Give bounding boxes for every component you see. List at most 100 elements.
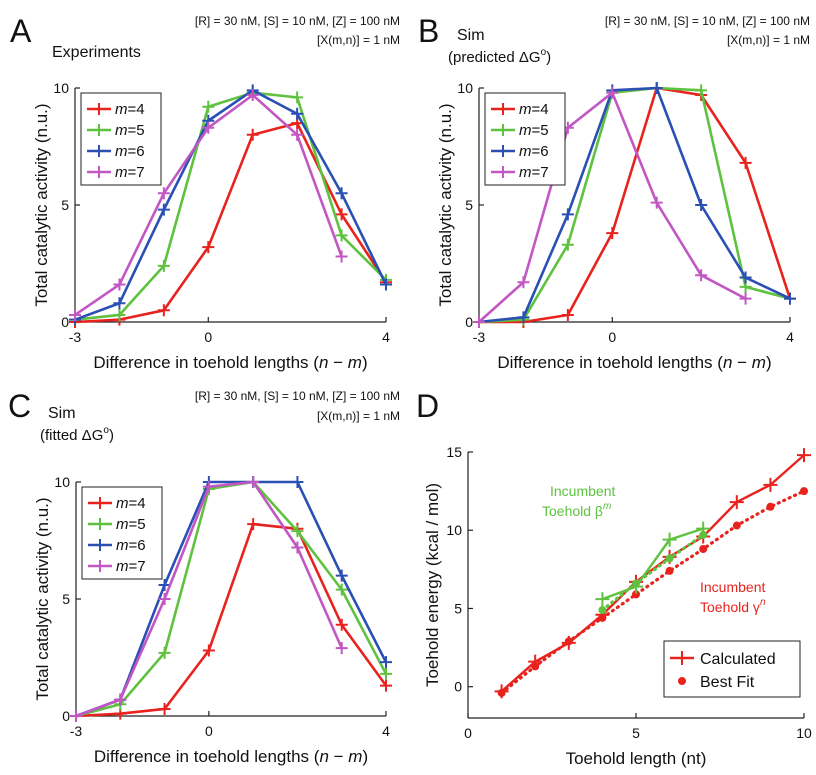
panel-a-legend-label-1: m=5 — [115, 122, 145, 139]
panel-c-series-1-point-2 — [158, 646, 171, 659]
panel-a-series-1-point-2 — [157, 259, 170, 272]
panel-a-ytick-label-1: 5 — [61, 197, 69, 213]
panel-d-ytick-label-3: 15 — [446, 444, 462, 460]
panel-d-series-3-point-3 — [699, 530, 708, 539]
panel-c-legend-marker-1 — [94, 518, 106, 530]
panel-b-ytick-label-2: 10 — [457, 80, 473, 96]
panel-a-title: Experiments — [52, 44, 141, 61]
panel-a-series-3-point-6 — [335, 250, 348, 263]
panel-b-legend-marker-1 — [497, 124, 509, 136]
panel-a-series-1-line — [74, 91, 387, 321]
panel-d-series-3-line — [600, 533, 705, 612]
panel-c-legend-label-0: m=4 — [116, 495, 146, 512]
panel-b-subtitle: (predicted ΔGo) — [448, 47, 551, 66]
panel-b-legend-label-3: m=7 — [519, 164, 549, 181]
panel-b-series-3-point-3 — [606, 86, 619, 99]
panel-d-series-0-line — [500, 454, 805, 693]
panel-b-legend-marker-0 — [497, 103, 509, 115]
panel-d-annotation-gamma-2: Toehold γn — [700, 597, 766, 615]
panel-a-legend-marker-1 — [93, 124, 105, 136]
panel-d-ytick-label-2: 10 — [446, 522, 462, 538]
panel-c-series-0-point-7 — [380, 679, 392, 692]
panel-b-ytick-label-0: 0 — [465, 314, 473, 330]
panel-d-series-0-point-9 — [797, 448, 811, 463]
panel-c-series-3-point-4 — [247, 476, 260, 488]
panel-a-series-3-point-5 — [291, 128, 304, 141]
panel-a-condition-1: [R] = 30 nM, [S] = 10 nM, [Z] = 100 nM — [195, 14, 400, 28]
panel-b-condition-1: [R] = 30 nM, [S] = 10 nM, [Z] = 100 nM — [605, 14, 810, 28]
panel-c-legend-label-1: m=5 — [116, 516, 146, 533]
panel-c-series-0-point-6 — [335, 618, 348, 631]
panel-b-legend-label-1: m=5 — [519, 122, 549, 139]
panel-a-legend-label-3: m=7 — [115, 164, 145, 181]
panel-a-series-0-point-2 — [157, 304, 170, 317]
panel-a-series-2-point-7 — [380, 278, 392, 291]
panel-d-series-2-line — [601, 527, 704, 601]
panel-c-ytick-label-2: 10 — [54, 474, 70, 490]
panel-d-series-1-point-7 — [732, 521, 741, 530]
panel-d-legend-label-1: Best Fit — [700, 674, 755, 691]
panel-c-series-2-point-7 — [380, 656, 392, 669]
panel-b-series-3-point-6 — [739, 292, 752, 305]
panel-a-legend-marker-0 — [93, 103, 105, 115]
panel-d-plot: 0 5 10 0 5 10 15 Toehold length (nt) Toehold ene… — [423, 444, 812, 768]
panel-b-series-2-point-1 — [517, 311, 530, 324]
panel-letter-c: C — [8, 388, 31, 424]
panel-a-series-2-point-2 — [157, 203, 170, 216]
panel-d-annotation-gamma: Incumbent — [700, 579, 765, 595]
panel-d-series-1-point-4 — [632, 590, 640, 599]
panel-c-series-3-point-5 — [291, 541, 304, 554]
panel-d-series-1-point-6 — [699, 545, 708, 554]
panel-d-series-3-point-0 — [598, 606, 607, 615]
panel-c-series-0-point-2 — [158, 702, 171, 715]
panel-c-series-2-point-5 — [291, 476, 304, 488]
panel-c-series-0-point-4 — [247, 518, 260, 531]
panel-d-series-3-point-1 — [632, 579, 640, 588]
panel-b-xlabel: Difference in toehold lengths (n − m) — [497, 353, 771, 372]
panel-b-ytick-label-1: 5 — [465, 197, 473, 213]
panel-b-series-2-line — [478, 86, 791, 324]
panel-a-series-0-point-6 — [335, 208, 348, 221]
panel-d-legend-label-0: Calculated — [700, 651, 776, 668]
panel-c-series-1-point-5 — [291, 525, 304, 538]
panel-d-series-0-point-7 — [729, 495, 744, 510]
panel-b-legend-label-2: m=6 — [519, 143, 549, 160]
panel-a-series-1-point-1 — [113, 308, 126, 321]
panel-c-legend-marker-2 — [94, 539, 106, 551]
panel-a-xtick-label-0: -3 — [69, 329, 82, 345]
panel-a-legend-marker-2 — [93, 145, 105, 157]
panel-b-title: Sim — [457, 27, 485, 44]
panel-c-series-3-point-3 — [202, 480, 215, 493]
panel-d-legend-marker-1 — [678, 677, 686, 685]
panel-a-series-3-point-2 — [157, 187, 170, 200]
panel-d-xlabel: Toehold length (nt) — [566, 749, 707, 768]
panel-b-series-2-point-4 — [650, 82, 663, 94]
panel-b-series-1-point-2 — [561, 238, 574, 251]
panel-c-series-3-point-2 — [158, 593, 171, 605]
panel-a-ylabel: Total catalytic activity (n.u.) — [32, 103, 51, 306]
panel-b-series-2-point-2 — [561, 208, 574, 221]
panel-c-legend-marker-0 — [94, 497, 106, 509]
panel-c-series-1-point-6 — [335, 583, 348, 596]
panel-c-legend-label-2: m=6 — [116, 537, 146, 554]
panel-a-ytick-label-0: 0 — [61, 314, 69, 330]
panel-a-legend-marker-3 — [93, 166, 105, 178]
panel-a-series-2-line — [74, 89, 388, 321]
panel-d-xtick-label-1: 5 — [632, 725, 640, 741]
panel-a-series-3-point-4 — [246, 89, 259, 102]
panel-d-series-1-line — [500, 489, 806, 695]
panel-a-series-2-point-6 — [335, 187, 348, 200]
panel-b-series-1-point-5 — [695, 84, 708, 97]
panel-c-xtick-label-0: -3 — [70, 723, 83, 739]
panel-c-series-0-point-3 — [202, 644, 215, 657]
panel-c-series-2-point-6 — [335, 569, 348, 582]
panel-d-xtick-label-2: 10 — [796, 725, 812, 741]
panel-a-series-2-point-1 — [113, 297, 126, 310]
panel-d-series-1-point-1 — [531, 662, 540, 671]
panel-d-ylabel: Toehold energy (kcal / mol) — [423, 483, 442, 687]
panel-c-series-0-line — [75, 522, 388, 718]
panel-a-series-1-point-6 — [335, 229, 348, 242]
panel-d-series-1-point-8 — [766, 502, 775, 511]
panel-b-legend-marker-2 — [497, 145, 509, 157]
